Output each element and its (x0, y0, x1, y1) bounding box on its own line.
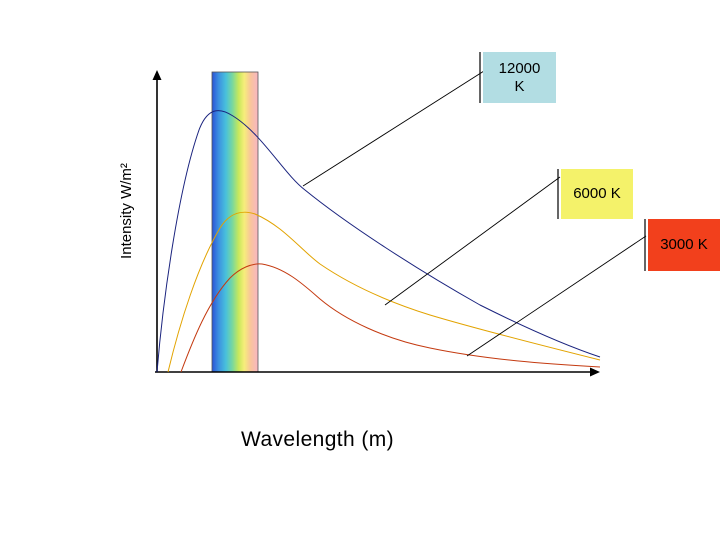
visible-spectrum-band (211, 71, 259, 373)
callout-box-3000k (648, 219, 720, 271)
y-axis-arrowhead (152, 70, 162, 80)
callout-label-12000k: 12000 K (483, 52, 556, 103)
curve-12000k (156, 110, 601, 373)
curve-3000k (180, 263, 601, 373)
curve-6000k (167, 211, 601, 373)
leader-line-3000k (466, 235, 647, 357)
callout-12000k-line-1: 12000 (498, 59, 541, 77)
callout-box-6000k (561, 169, 633, 219)
callout-label-6000k: 6000 K (561, 169, 633, 219)
x-axis-arrowhead (590, 367, 600, 377)
y-axis-label: Intensity W/m² (118, 163, 135, 259)
leader-line-12000k (302, 70, 485, 187)
leader-line-6000k (384, 176, 561, 306)
callout-6000k-text: 6000 K (573, 185, 621, 202)
callout-box-12000k (483, 52, 556, 103)
callout-3000k-text: 3000 K (660, 236, 708, 253)
callout-12000k-line-2: K (514, 77, 525, 95)
x-axis-label: Wavelength (m) (241, 428, 395, 451)
callout-label-3000k: 3000 K (648, 219, 720, 271)
